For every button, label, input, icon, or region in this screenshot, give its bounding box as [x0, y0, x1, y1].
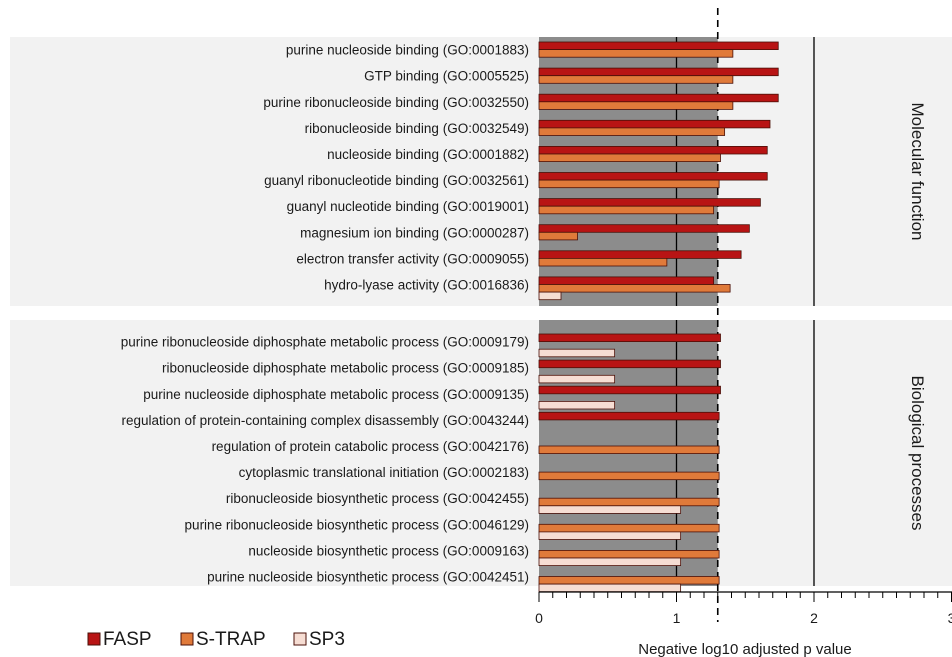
panel-label: Molecular function [908, 103, 927, 241]
bar-fasp [538, 67, 779, 77]
bar-s-trap [538, 445, 720, 454]
category-label: ribonucleoside biosynthetic process (GO:… [226, 491, 529, 506]
panel-labels: Molecular function Biological processes [908, 103, 927, 531]
panel-background [10, 320, 952, 586]
category-label: guanyl nucleotide binding (GO:0019001) [287, 199, 529, 214]
bar-s-trap [538, 231, 578, 241]
category-label: guanyl ribonucleotide binding (GO:003256… [264, 173, 529, 188]
bar-s-trap [538, 179, 720, 189]
bar-s-trap [538, 284, 731, 293]
bars [538, 41, 779, 593]
bar-fasp [538, 198, 761, 207]
category-label: ribonucleoside binding (GO:0032549) [305, 121, 529, 136]
bar-sp3 [538, 583, 682, 593]
bar-s-trap [538, 257, 668, 267]
bar-s-trap [538, 101, 734, 110]
bar-sp3 [538, 531, 682, 540]
bar-s-trap [538, 153, 721, 162]
bar-fasp [538, 172, 768, 181]
x-tick-label: 0 [535, 610, 543, 626]
category-label: purine nucleoside diphosphate metabolic … [143, 387, 529, 402]
bar-fasp [538, 359, 721, 369]
bar-fasp [538, 333, 721, 342]
category-label: purine nucleoside biosynthetic process (… [207, 570, 529, 585]
x-axis: 0 1 2 3 Negative log10 adjusted p value [535, 591, 952, 657]
category-label: nucleoside biosynthetic process (GO:0009… [248, 543, 529, 558]
bar-fasp [538, 145, 768, 155]
x-tick-label: 1 [673, 610, 681, 626]
bar-sp3 [538, 291, 562, 301]
bar-s-trap [538, 49, 734, 58]
bar-sp3 [538, 557, 682, 566]
panel-background [10, 37, 952, 306]
category-label: regulation of protein catabolic process … [212, 439, 529, 454]
bar-fasp [538, 276, 715, 285]
category-label: regulation of protein-containing complex… [122, 413, 529, 428]
bar-s-trap [538, 550, 720, 559]
bar-sp3 [538, 374, 616, 384]
panel-backgrounds [10, 37, 952, 586]
category-label: purine ribonucleoside biosynthetic proce… [185, 517, 529, 532]
bar-s-trap [538, 205, 715, 215]
category-label: GTP binding (GO:0005525) [364, 69, 529, 84]
bar-s-trap [538, 471, 720, 481]
bar-fasp [538, 411, 720, 421]
category-label: cytoplasmic translational initiation (GO… [239, 465, 529, 480]
category-label: purine ribonucleoside diphosphate metabo… [121, 335, 529, 350]
bar-fasp [538, 93, 779, 103]
x-axis-title: Negative log10 adjusted p value [638, 641, 852, 657]
legend-label-s-trap: S-TRAP [196, 629, 266, 650]
category-labels: purine nucleoside binding (GO:0001883) GT… [121, 43, 529, 585]
bar-sp3 [538, 505, 682, 514]
x-tick-label: 2 [810, 610, 818, 626]
bar-fasp [538, 224, 750, 233]
legend-swatch-sp3 [293, 632, 307, 646]
bar-sp3 [538, 348, 616, 358]
bar-s-trap [538, 497, 720, 507]
bar-sp3 [538, 400, 616, 410]
panel-label: Biological processes [908, 376, 927, 531]
bar-fasp [538, 119, 771, 129]
legend-label-fasp: FASP [103, 629, 152, 650]
bar-fasp [538, 385, 721, 395]
category-label: electron transfer activity (GO:0009055) [296, 251, 529, 266]
bar-fasp [538, 41, 779, 50]
category-label: purine ribonucleoside binding (GO:003255… [263, 95, 529, 110]
category-label: hydro-lyase activity (GO:0016836) [324, 278, 529, 293]
bar-s-trap [538, 75, 734, 84]
legend-label-sp3: SP3 [309, 629, 345, 650]
category-label: nucleoside binding (GO:0001882) [327, 147, 529, 162]
x-tick-label: 3 [948, 610, 952, 626]
legend: FASP S-TRAP SP3 [87, 629, 345, 650]
bar-s-trap [538, 127, 726, 136]
legend-swatch-fasp [87, 632, 101, 646]
legend-swatch-s-trap [180, 632, 194, 646]
bar-fasp [538, 250, 742, 259]
bar-s-trap [538, 576, 720, 585]
category-label: purine nucleoside binding (GO:0001883) [286, 43, 529, 58]
category-label: ribonucleoside diphosphate metabolic pro… [162, 361, 529, 376]
category-label: magnesium ion binding (GO:0000287) [300, 225, 529, 240]
bar-s-trap [538, 523, 720, 533]
